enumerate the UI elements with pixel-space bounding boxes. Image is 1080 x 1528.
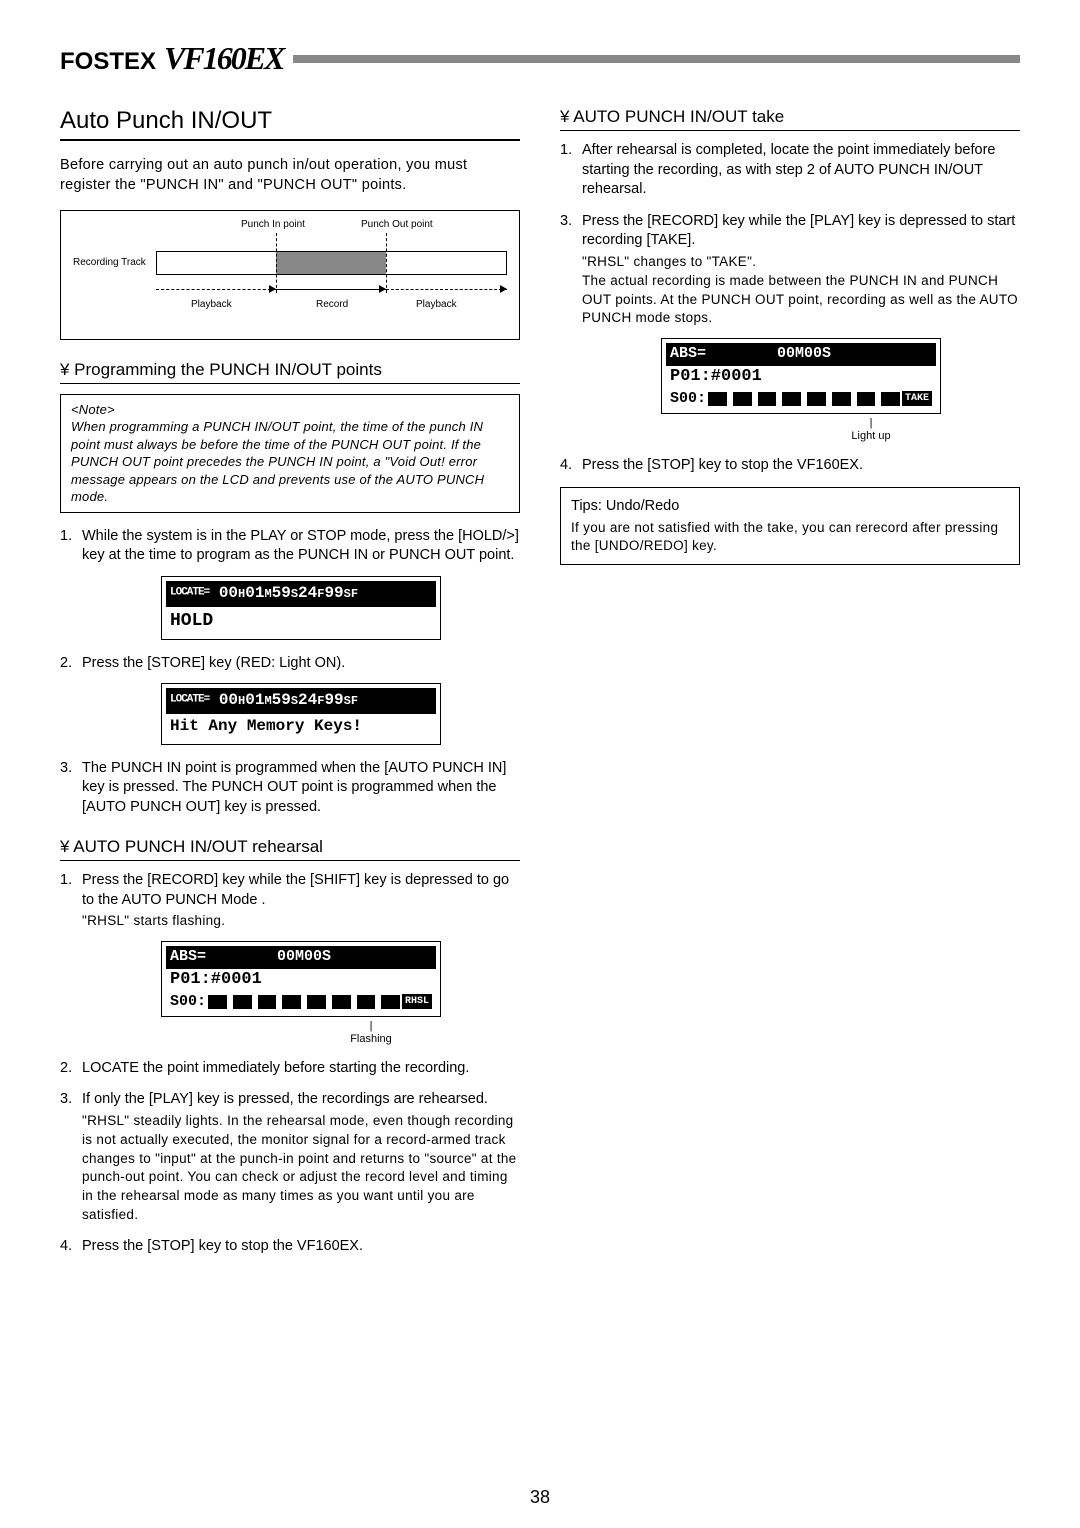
lcd-abs-row: ABS= 00M00S <box>166 946 436 968</box>
step-3: The PUNCH IN point is programmed when th… <box>60 759 520 818</box>
subheading-take: ¥ AUTO PUNCH IN/OUT take <box>560 107 1020 131</box>
lcd-display-1: LOCATE= LOCATE= 00H01M59S24F99SF00H01M59… <box>161 576 441 640</box>
step-text: While the system is in the PLAY or STOP … <box>82 528 519 564</box>
tips-box: Tips: Undo/Redo If you are not satisfied… <box>560 487 1020 565</box>
steps-take: After rehearsal is completed, locate the… <box>560 141 1020 475</box>
lcd-locate-row: LOCATE= 00H01M59S24F99SF <box>166 688 436 714</box>
note-box: <Note> When programming a PUNCH IN/OUT p… <box>60 394 520 513</box>
steps-rehearsal: Press the [RECORD] key while the [SHIFT]… <box>60 871 520 1256</box>
diagram-record: Record <box>316 299 348 310</box>
note-label: <Note> <box>71 402 115 417</box>
brand-fostex: FOSTEX <box>60 48 156 76</box>
diagram-punch-in: Punch In point <box>241 219 305 230</box>
lcd-s-row: S00: TAKE <box>666 389 936 409</box>
note-text: When programming a PUNCH IN/OUT point, t… <box>71 419 484 504</box>
step-4: Press the [STOP] key to stop the VF160EX… <box>60 1237 520 1257</box>
brand-model: VF160EX <box>164 40 283 77</box>
lcd-locate-row: LOCATE= LOCATE= 00H01M59S24F99SF00H01M59… <box>166 581 436 607</box>
tips-title: Tips: Undo/Redo <box>571 496 1009 516</box>
lcd-display-rhsl: ABS= 00M00S P01:#0001 S00: <box>161 941 441 1016</box>
step-text: Press the [RECORD] key while the [PLAY] … <box>582 213 1015 249</box>
page-number: 38 <box>0 1487 1080 1508</box>
tips-text: If you are not satisfied with the take, … <box>571 519 1009 557</box>
diagram-rec-track: Recording Track <box>73 257 146 268</box>
lcd-p-row: P01:#0001 <box>666 366 936 389</box>
step-3: If only the [PLAY] key is pressed, the r… <box>60 1090 520 1225</box>
intro-text: Before carrying out an auto punch in/out… <box>60 155 520 196</box>
step-note: "RHSL" starts flashing. <box>82 912 520 931</box>
step-4: Press the [STOP] key to stop the VF160EX… <box>560 456 1020 476</box>
diagram-playback-2: Playback <box>416 299 457 310</box>
step-1: After rehearsal is completed, locate the… <box>560 141 1020 200</box>
step-2: Press the [STORE] key (RED: Light ON). L… <box>60 654 520 745</box>
step-text: The PUNCH IN point is programmed when th… <box>82 760 506 815</box>
punch-diagram: Punch In point Punch Out point Recording… <box>60 210 520 340</box>
header-rule <box>293 55 1020 63</box>
step-text: Press the [STORE] key (RED: Light ON). <box>82 655 345 671</box>
step-text: Press the [RECORD] key while the [SHIFT]… <box>82 872 509 908</box>
lcd-p-row: P01:#0001 <box>166 969 436 992</box>
step-text: After rehearsal is completed, locate the… <box>582 142 995 197</box>
lcd-hit-row: Hit Any Memory Keys! <box>166 714 436 740</box>
diagram-playback-1: Playback <box>191 299 232 310</box>
step-text: Press the [STOP] key to stop the VF160EX… <box>582 457 863 473</box>
content-columns: Auto Punch IN/OUT Before carrying out an… <box>60 107 1020 1269</box>
lcd-annotation: Flashing <box>161 1032 441 1047</box>
step-3: Press the [RECORD] key while the [PLAY] … <box>560 212 1020 444</box>
lcd-hold-row: HOLD <box>166 607 436 635</box>
step-note: "RHSL" steadily lights. In the rehearsal… <box>82 1112 520 1225</box>
subheading-programming: ¥ Programming the PUNCH IN/OUT points <box>60 360 520 384</box>
lcd-annotation: Light up <box>661 429 941 444</box>
step-note: "RHSL" changes to "TAKE". The actual rec… <box>582 253 1020 329</box>
subheading-rehearsal: ¥ AUTO PUNCH IN/OUT rehearsal <box>60 837 520 861</box>
lcd-display-2: LOCATE= 00H01M59S24F99SF Hit Any Memory … <box>161 683 441 744</box>
step-text: Press the [STOP] key to stop the VF160EX… <box>82 1238 363 1254</box>
diagram-punch-out: Punch Out point <box>361 219 433 230</box>
step-text: If only the [PLAY] key is pressed, the r… <box>82 1091 488 1107</box>
lcd-display-take: ABS= 00M00S P01:#0001 S00: <box>661 338 941 413</box>
section-title: Auto Punch IN/OUT <box>60 107 520 141</box>
lcd-s-row: S00: RHSL <box>166 992 436 1012</box>
lcd-tag: RHSL <box>402 994 432 1010</box>
steps-programming: While the system is in the PLAY or STOP … <box>60 527 520 817</box>
lcd-tag: TAKE <box>902 391 932 407</box>
step-1: While the system is in the PLAY or STOP … <box>60 527 520 640</box>
header: FOSTEX VF160EX <box>60 40 1020 77</box>
right-column: ¥ AUTO PUNCH IN/OUT take After rehearsal… <box>560 107 1020 1269</box>
brand-logo: FOSTEX VF160EX <box>60 40 283 77</box>
step-text: LOCATE the point immediately before star… <box>82 1060 469 1076</box>
lcd-abs-row: ABS= 00M00S <box>666 343 936 365</box>
step-1: Press the [RECORD] key while the [SHIFT]… <box>60 871 520 1046</box>
step-2: LOCATE the point immediately before star… <box>60 1059 520 1079</box>
left-column: Auto Punch IN/OUT Before carrying out an… <box>60 107 520 1269</box>
